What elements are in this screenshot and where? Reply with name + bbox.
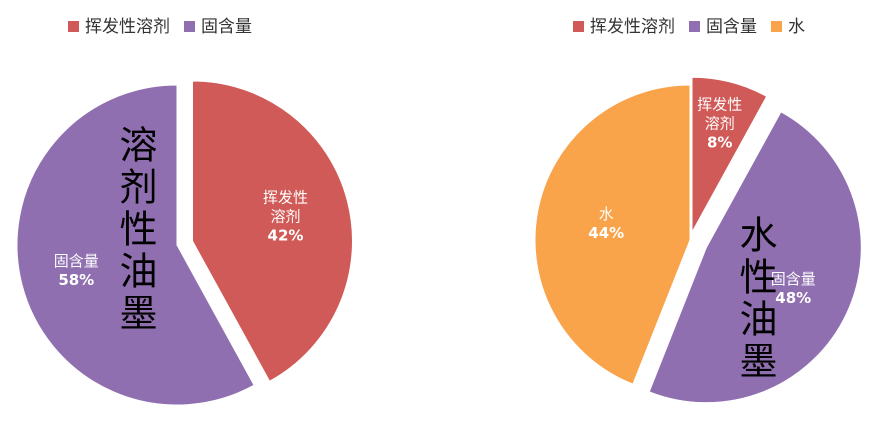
legend-swatch <box>771 21 782 32</box>
pie-slice <box>534 84 691 385</box>
pie-slice <box>16 84 255 406</box>
legend-swatch <box>184 21 195 32</box>
data-label: 水 44% <box>582 205 630 243</box>
label-value: 8% <box>707 133 733 152</box>
label-category: 固含量 <box>770 269 816 288</box>
legend-item: 挥发性溶剂 <box>573 12 675 37</box>
label-value: 42% <box>267 226 304 245</box>
label-category: 挥发性溶剂 <box>697 95 743 133</box>
legend-swatch <box>573 21 584 32</box>
label-value: 58% <box>58 270 95 289</box>
legend-text: 固含量 <box>201 17 252 37</box>
legend: 挥发性溶剂 固含量 水 <box>573 12 805 37</box>
pie-slice <box>648 111 862 404</box>
legend-text: 挥发性溶剂 <box>85 17 170 37</box>
legend-swatch <box>689 21 700 32</box>
legend-item: 固含量 <box>689 12 757 37</box>
legend-text: 固含量 <box>706 17 757 37</box>
data-label: 挥发性溶剂 8% <box>696 96 744 153</box>
legend-item: 水 <box>771 12 805 37</box>
pie-slice <box>691 76 768 233</box>
label-value: 44% <box>588 224 625 243</box>
pie-slice <box>191 80 353 382</box>
data-label: 挥发性溶剂 42% <box>261 189 309 246</box>
label-value: 48% <box>775 288 812 307</box>
legend: 挥发性溶剂 固含量 <box>68 12 252 37</box>
annotation: 溶剂性油墨 <box>113 125 157 335</box>
annotation: 水性油墨 <box>733 215 777 383</box>
legend-text: 水 <box>788 17 805 37</box>
legend-swatch <box>68 21 79 32</box>
label-category: 固含量 <box>53 251 99 270</box>
label-category: 挥发性溶剂 <box>262 188 308 226</box>
legend-item: 固含量 <box>184 12 252 37</box>
data-label: 固含量 48% <box>769 270 817 308</box>
data-label: 固含量 58% <box>52 252 100 290</box>
label-category: 水 <box>598 205 614 224</box>
legend-text: 挥发性溶剂 <box>590 17 675 37</box>
legend-item: 挥发性溶剂 <box>68 12 170 37</box>
